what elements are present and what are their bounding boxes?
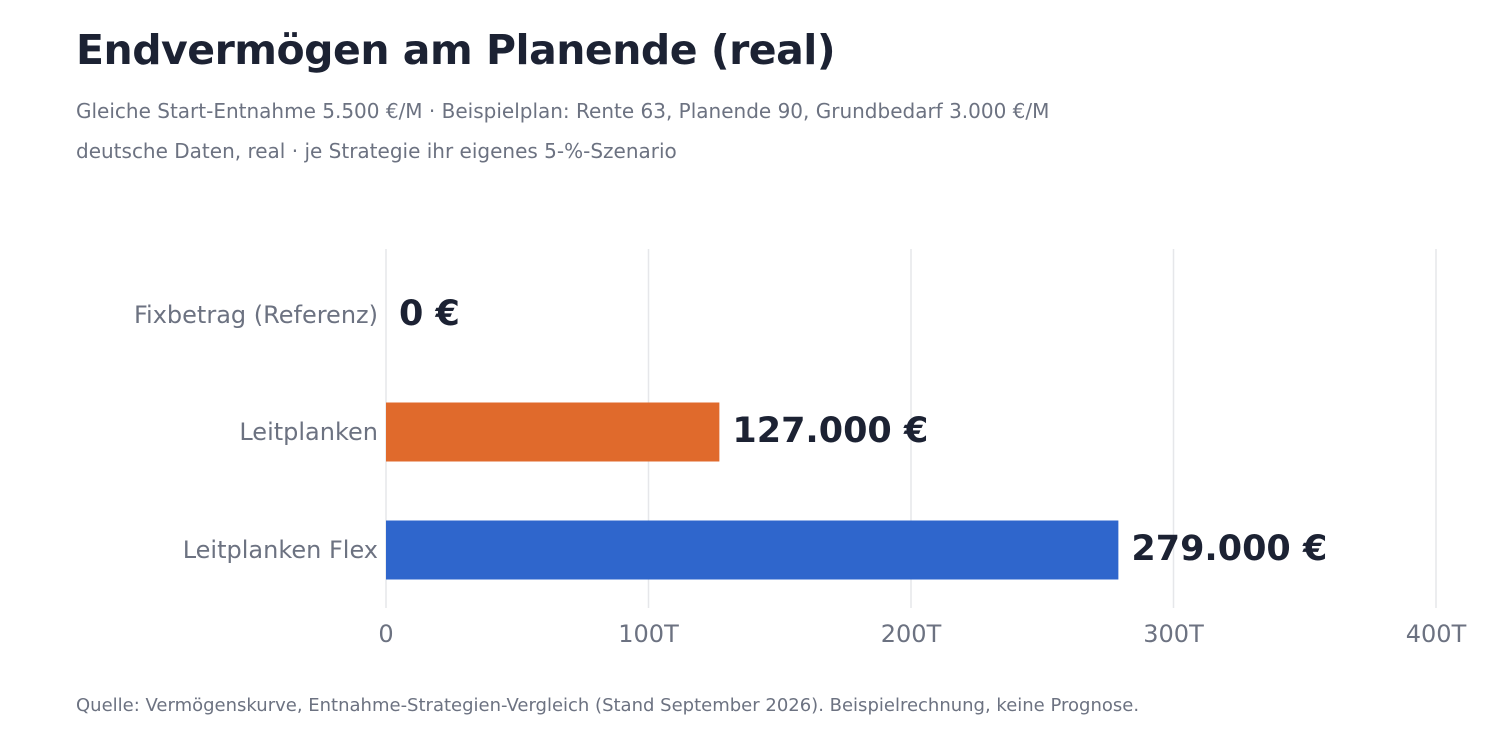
value-label-0: 0 € xyxy=(399,294,460,334)
x-tick-label-1: 100T xyxy=(618,620,679,648)
bars xyxy=(386,402,1119,580)
bar-1 xyxy=(386,402,720,462)
x-tick-label-3: 300T xyxy=(1143,620,1204,648)
x-tick-label-2: 200T xyxy=(881,620,942,648)
chart-subtitle-line-2: deutsche Daten, real · je Strategie ihr … xyxy=(76,139,677,163)
x-tick-label-4: 400T xyxy=(1406,620,1467,648)
bar-2 xyxy=(386,520,1119,580)
category-label-2: Leitplanken Flex xyxy=(183,536,378,564)
chart-subtitle-line-1: Gleiche Start-Entnahme 5.500 €/M · Beisp… xyxy=(76,99,1050,123)
category-label-0: Fixbetrag (Referenz) xyxy=(134,301,378,329)
value-label-2: 279.000 € xyxy=(1131,529,1327,569)
x-tick-label-0: 0 xyxy=(378,620,393,648)
chart-title: Endvermögen am Planende (real) xyxy=(76,26,836,74)
source-note: Quelle: Vermögenskurve, Entnahme-Strateg… xyxy=(76,695,1140,716)
labels: 0 100T 200T 300T 400T Fixbetrag (Referenz) 0 €… xyxy=(134,294,1467,648)
value-label-1: 127.000 € xyxy=(732,411,928,451)
category-label-1: Leitplanken xyxy=(239,418,378,446)
